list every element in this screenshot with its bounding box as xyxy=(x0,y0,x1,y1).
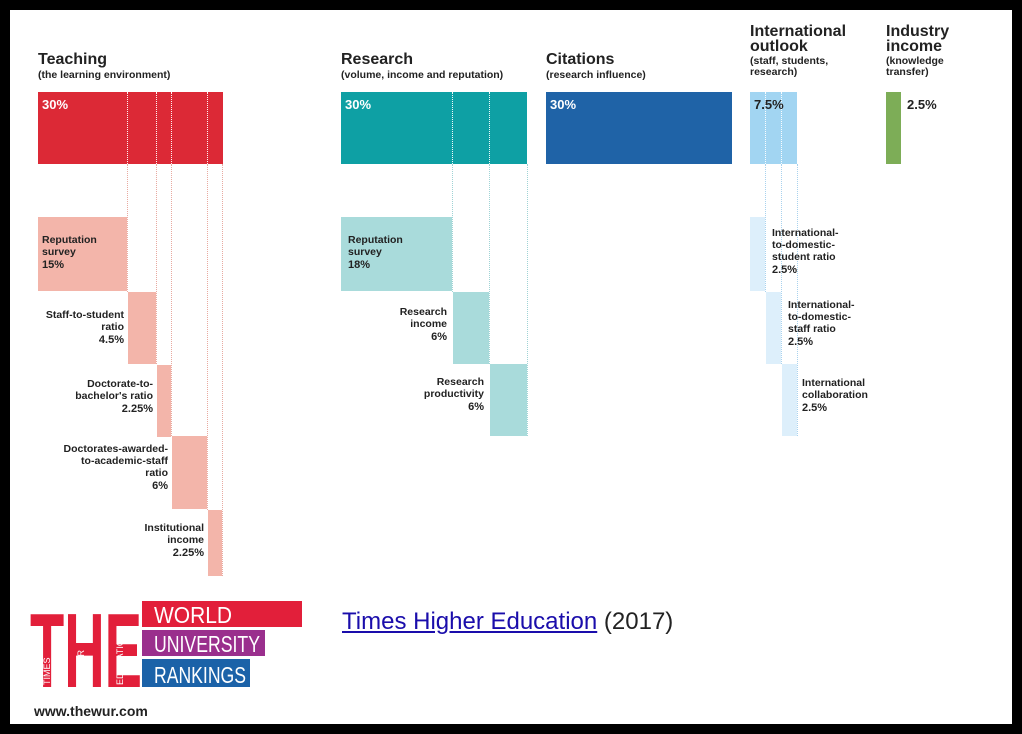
institutional-income-bar xyxy=(208,510,222,576)
intl-collaboration-bar xyxy=(782,364,797,436)
teaching-reputation-label: Reputation survey 15% xyxy=(42,234,97,271)
research-reputation-label: Reputation survey 18% xyxy=(348,234,403,271)
industry-weight: 2.5% xyxy=(907,97,937,112)
intl-student-ratio-bar xyxy=(750,217,765,291)
svg-text:RANKINGS: RANKINGS xyxy=(154,662,246,688)
svg-text:THE: THE xyxy=(30,601,142,701)
research-subtitle: (volume, income and reputation) xyxy=(341,69,504,81)
international-subtitle: (staff, students, research) xyxy=(750,55,829,78)
international-weight: 7.5% xyxy=(754,97,784,112)
industry-title: Industry income xyxy=(886,23,950,55)
diagram-frame: Teaching (the learning environment) 30% … xyxy=(10,10,1012,724)
teaching-subtitle: (the learning environment) xyxy=(38,69,171,81)
svg-text:HIGHER: HIGHER xyxy=(76,649,86,685)
research-productivity-label: Research productivity 6% xyxy=(423,376,484,413)
citations-subtitle: (research influence) xyxy=(546,69,646,81)
staff-student-ratio-label: Staff-to-student ratio 4.5% xyxy=(45,309,124,346)
the-rankings-logo: THE WORLD UNIVERSITY RANKINGS TIMES HIGH… xyxy=(30,592,302,710)
research-weight: 30% xyxy=(345,97,372,112)
international-bar xyxy=(750,92,797,164)
doctorates-awarded-bar xyxy=(172,436,207,509)
intl-collaboration-label: International collaboration 2.5% xyxy=(802,377,868,414)
site-url: www.thewur.com xyxy=(34,703,148,719)
doctorate-bachelor-ratio-bar xyxy=(157,365,171,437)
research-reputation-bar xyxy=(341,217,452,291)
the-logo-graphic: THE WORLD UNIVERSITY RANKINGS TIMES HIGH… xyxy=(30,592,302,710)
research-title: Research xyxy=(341,51,414,68)
citation-year: (2017) xyxy=(603,608,674,635)
research-income-label: Research income 6% xyxy=(399,306,447,343)
citations-title: Citations xyxy=(546,51,615,68)
times-higher-education-link[interactable]: Times Higher Education xyxy=(342,608,598,635)
teaching-title: Teaching xyxy=(38,51,108,68)
citations-weight: 30% xyxy=(550,97,577,112)
research-productivity-bar xyxy=(490,364,527,436)
svg-text:EDUCATION: EDUCATION xyxy=(115,633,125,685)
doctorate-bachelor-ratio-label: Doctorate-to- bachelor's ratio 2.25% xyxy=(75,378,153,415)
intl-student-ratio-label: International- to-domestic- student rati… xyxy=(772,227,839,276)
svg-text:WORLD: WORLD xyxy=(154,602,232,628)
staff-student-ratio-bar xyxy=(128,292,156,364)
research-income-bar xyxy=(453,292,489,364)
doctorates-awarded-label: Doctorates-awarded- to-academic-staff ra… xyxy=(63,443,168,492)
industry-subtitle: (knowledge transfer) xyxy=(886,55,944,78)
intl-staff-ratio-bar xyxy=(766,292,781,364)
industry-bar xyxy=(886,92,901,164)
institutional-income-label: Institutional income 2.25% xyxy=(144,522,205,559)
citation: Times Higher Education (2017) xyxy=(342,608,673,636)
international-title: International outlook xyxy=(750,23,847,55)
intl-staff-ratio-label: International- to-domestic- staff ratio 2… xyxy=(788,299,855,348)
teaching-bar xyxy=(38,92,223,164)
svg-text:UNIVERSITY: UNIVERSITY xyxy=(154,631,260,657)
citations-bar xyxy=(546,92,732,164)
svg-text:TIMES: TIMES xyxy=(42,657,52,685)
teaching-weight: 30% xyxy=(42,97,69,112)
research-bar xyxy=(341,92,527,164)
teaching-reputation-bar xyxy=(38,217,127,291)
